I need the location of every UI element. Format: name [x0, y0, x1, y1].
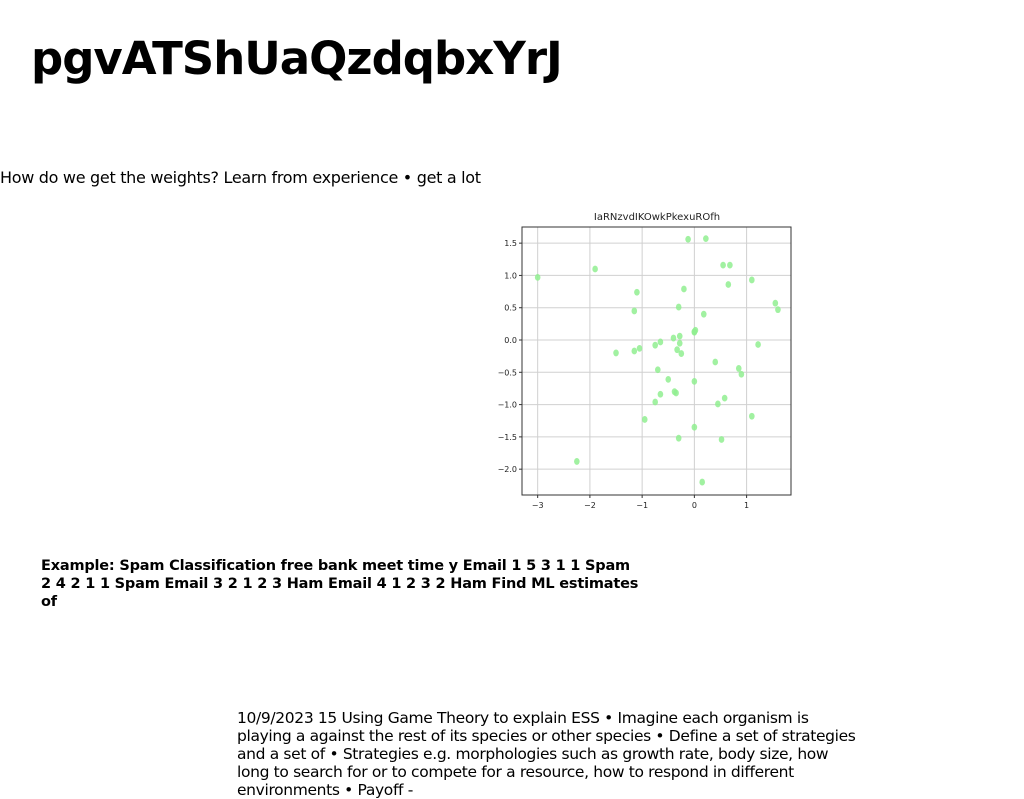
- grid-lines: [522, 227, 791, 495]
- scatter-point: [670, 334, 677, 342]
- scatter-point: [652, 398, 658, 406]
- scatter-point: [718, 436, 725, 443]
- scatter-point: [655, 366, 661, 374]
- scatter-point: [755, 341, 761, 348]
- page-title: pgvATShUaQzdqbxYrJ: [31, 32, 563, 85]
- scatter-point: [685, 235, 691, 243]
- x-tick-label: −3: [532, 501, 544, 510]
- scatter-point: [657, 338, 664, 346]
- scatter-point: [691, 377, 698, 385]
- y-tick-label: −2.0: [498, 465, 517, 474]
- data-points: [534, 235, 781, 486]
- scatter-point: [775, 306, 781, 314]
- y-tick-label: 1.5: [504, 239, 517, 248]
- scatter-point: [749, 276, 755, 284]
- example-text: Example: Spam Classification free bank m…: [41, 558, 639, 610]
- scatter-point: [692, 326, 699, 334]
- footer-text: 10/9/2023 15 Using Game Theory to explai…: [237, 709, 856, 799]
- scatter-point: [674, 346, 680, 354]
- y-tick-label: 0.5: [504, 304, 517, 313]
- scatter-point: [676, 339, 683, 347]
- scatter-point: [676, 332, 683, 340]
- chart-title: IaRNzvdIKOwkPkexuROfh: [594, 212, 720, 223]
- scatter-point: [574, 458, 580, 465]
- scatter-point: [715, 400, 721, 408]
- x-tick-label: 0: [692, 501, 697, 510]
- plot-frame: [521, 226, 792, 496]
- y-tick-label: −1.5: [498, 433, 517, 442]
- scatter-point: [631, 307, 638, 315]
- axis-ticks: −3 −2 −1 0 1 1.5 1.0 0.5 0.0 −0.5 −1.0 −1.5 −2.0: [498, 239, 750, 510]
- scatter-point: [534, 273, 541, 281]
- scatter-point: [700, 310, 707, 318]
- scatter-point: [657, 390, 664, 398]
- scatter-point: [699, 478, 706, 486]
- scatter-point: [634, 288, 640, 296]
- scatter-point: [720, 261, 726, 269]
- scatter-figure: IaRNzvdIKOwkPkexuROfh −3 −2 −1 0 1 1.5 1.0 0.5 0…: [490, 205, 800, 515]
- scatter-point: [675, 434, 682, 442]
- intro-text: How do we get the weights? Learn from ex…: [0, 168, 481, 187]
- y-tick-label: 0.0: [504, 336, 517, 345]
- scatter-point: [675, 303, 682, 311]
- scatter-point: [749, 412, 755, 420]
- x-tick-label: 1: [744, 501, 749, 510]
- scatter-point: [703, 235, 709, 243]
- scatter-point: [738, 370, 745, 378]
- scatter-point: [652, 341, 658, 349]
- x-tick-label: −1: [636, 501, 648, 510]
- scatter-point: [725, 281, 732, 288]
- scatter-point: [673, 389, 679, 397]
- scatter-point: [772, 299, 779, 307]
- scatter-point: [636, 345, 643, 352]
- scatter-point: [678, 350, 685, 357]
- y-tick-label: 1.0: [504, 271, 517, 280]
- scatter-point: [735, 365, 742, 372]
- scatter-point: [613, 349, 619, 357]
- scatter-point: [721, 394, 728, 402]
- scatter-point: [631, 347, 638, 355]
- x-tick-label: −2: [584, 501, 596, 510]
- scatter-point: [691, 423, 698, 431]
- y-tick-label: −0.5: [498, 368, 517, 377]
- scatter-point: [681, 285, 687, 293]
- scatter-point: [727, 261, 733, 269]
- scatter-chart: IaRNzvdIKOwkPkexuROfh −3 −2 −1 0 1 1.5 1.0 0.5 0…: [498, 212, 792, 510]
- scatter-point: [641, 416, 648, 423]
- scatter-point: [665, 376, 672, 383]
- scatter-point: [712, 358, 719, 366]
- scatter-point: [592, 265, 598, 273]
- y-tick-label: −1.0: [498, 401, 517, 410]
